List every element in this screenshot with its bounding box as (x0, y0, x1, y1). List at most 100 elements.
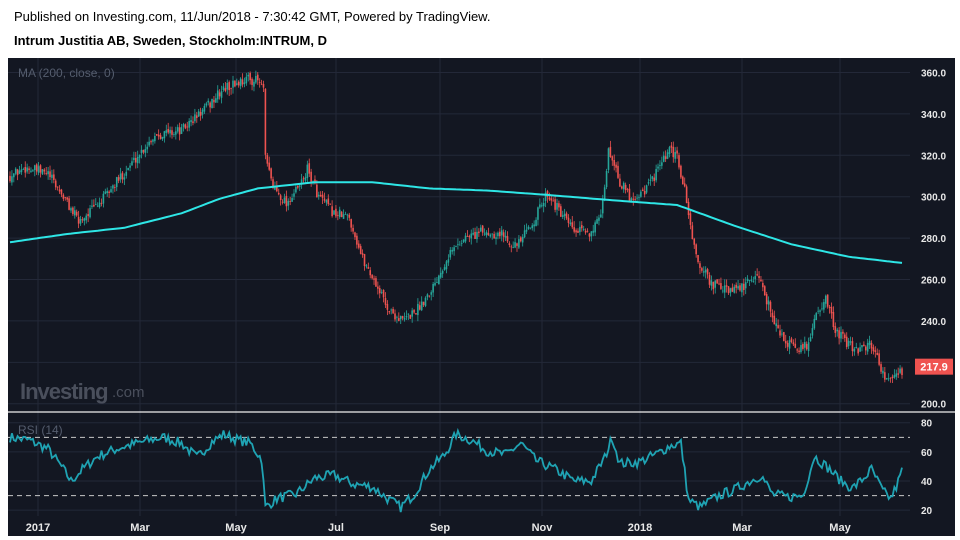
candle-body (499, 231, 501, 237)
candle-body (216, 90, 219, 100)
rsi-tick-label: 80 (921, 419, 933, 430)
candle-body (102, 193, 105, 204)
candle-body (108, 191, 110, 193)
candle-body (365, 265, 368, 267)
candle-body (213, 99, 215, 103)
candle-body (310, 171, 312, 184)
candle-body (605, 170, 608, 187)
candle-body (356, 235, 358, 245)
candle-body (533, 224, 535, 227)
candle-body (94, 204, 97, 205)
candle-body (287, 200, 290, 206)
candle-body (117, 177, 120, 181)
candle-body (81, 219, 84, 221)
candle-body (232, 80, 234, 88)
candle-body (859, 347, 861, 352)
candle-body (662, 155, 665, 162)
candle-body (695, 244, 697, 255)
candle-body (26, 167, 28, 172)
candle-body (352, 227, 354, 232)
candle-body (211, 98, 213, 109)
candle-body (30, 170, 32, 172)
candle-body (455, 246, 457, 247)
candle-body (590, 231, 593, 237)
candle-body (258, 82, 261, 83)
candle-body (346, 214, 349, 216)
candle-body (828, 306, 831, 309)
rsi-study-label[interactable]: RSI (14) (18, 423, 63, 437)
candle-body (350, 219, 352, 228)
ma-study-label[interactable]: MA (200, close, 0) (18, 66, 115, 80)
candle-body (571, 222, 574, 228)
candle-body (304, 177, 307, 181)
candle-body (500, 230, 503, 236)
candle-body (100, 203, 103, 204)
candle-body (880, 364, 882, 372)
candle-body (731, 287, 734, 292)
candle-body (887, 378, 890, 380)
candle-body (386, 303, 389, 310)
watermark-brand: Investing (20, 379, 108, 404)
candle-body (245, 76, 248, 84)
candle-body (133, 157, 135, 161)
candle-body (851, 341, 854, 352)
time-tick-label: 2018 (628, 522, 652, 534)
candle-body (220, 91, 223, 98)
candle-body (224, 88, 227, 92)
candle-body (744, 282, 747, 289)
candle-body (209, 102, 211, 108)
candle-body (836, 329, 838, 332)
candle-body (68, 198, 70, 210)
candle-body (215, 98, 217, 103)
candle-body (739, 285, 741, 291)
candle-body (737, 286, 739, 289)
rsi-axis: 20 40 60 80 (921, 419, 933, 517)
candle-body (651, 176, 654, 179)
candle-body (127, 167, 129, 171)
candle-body (481, 225, 484, 233)
candle-body (154, 135, 156, 142)
candle-body (150, 141, 152, 143)
candle-body (321, 194, 324, 198)
candle-body (885, 378, 888, 380)
candle-body (264, 88, 267, 155)
candle-body (497, 232, 499, 237)
candle-body (607, 148, 610, 170)
candle-body (64, 197, 67, 198)
candle-body (582, 229, 585, 230)
candle-body (451, 249, 453, 252)
price-tick-label: 280.0 (921, 234, 946, 245)
candle-body (422, 301, 425, 305)
candle-body (205, 103, 208, 106)
candle-body (861, 345, 863, 348)
candle-body (407, 313, 410, 315)
candle-body (901, 368, 903, 376)
candle-body (388, 311, 391, 313)
candle-body (594, 222, 596, 233)
candle-body (659, 165, 661, 166)
candle-body (638, 196, 640, 198)
candle-body (866, 342, 869, 352)
candle-body (144, 149, 147, 153)
candle-body (697, 254, 699, 263)
candle-body (11, 176, 13, 183)
candle-body (613, 160, 615, 166)
candle-body (16, 169, 19, 176)
candle-body (487, 232, 490, 236)
candle-body (529, 227, 532, 229)
candle-body (253, 81, 255, 87)
candle-body (411, 310, 413, 317)
candle-body (895, 373, 898, 377)
candle-body (830, 306, 833, 314)
candle-body (306, 164, 309, 179)
candle-body (188, 120, 190, 128)
candle-body (786, 342, 789, 347)
candle-body (255, 75, 257, 83)
candle-body (781, 333, 783, 335)
candle-body (807, 342, 810, 352)
candle-body (190, 120, 192, 123)
candle-body (573, 227, 575, 232)
candle-body (357, 243, 360, 248)
candle-body (377, 286, 379, 289)
